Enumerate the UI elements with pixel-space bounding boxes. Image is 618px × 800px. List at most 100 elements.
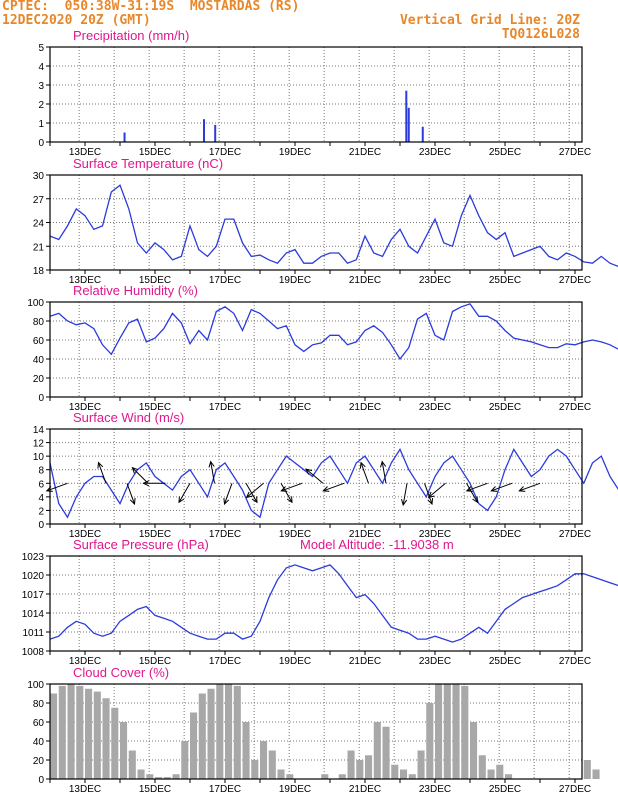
x-tick-label: 19DEC	[279, 147, 311, 158]
y-tick-label: 80	[33, 317, 45, 328]
x-tick-label: 27DEC	[559, 147, 591, 158]
wind-vector	[281, 482, 303, 492]
y-tick-label: 40	[33, 355, 45, 366]
x-tick-label: 23DEC	[419, 656, 451, 667]
y-tick-label: 1	[38, 119, 44, 130]
y-tick-label: 5	[38, 43, 44, 54]
wind-vector	[246, 482, 264, 498]
y-tick-label: 20	[33, 756, 45, 767]
wind-vector	[424, 483, 433, 505]
x-tick-label: 25DEC	[489, 275, 521, 286]
panel-title: Precipitation (mm/h)	[73, 28, 189, 43]
x-tick-label: 17DEC	[209, 402, 241, 413]
wind-vector	[132, 467, 149, 484]
wind-arrowhead	[359, 461, 366, 469]
precip-bar	[407, 107, 410, 142]
x-tick-label: 17DEC	[209, 529, 241, 540]
cloud-bar	[338, 774, 346, 779]
wind-arrowhead	[223, 497, 230, 506]
panel-title: Relative Humidity (%)	[73, 283, 198, 298]
panel-frame	[49, 555, 583, 652]
wind-vector	[178, 483, 191, 503]
wind-vector	[466, 482, 488, 492]
x-tick-label: 23DEC	[419, 275, 451, 286]
y-tick-label: 18	[33, 266, 45, 277]
cloud-bar	[417, 750, 425, 779]
y-tick-label: 60	[33, 336, 45, 347]
y-tick-label: 30	[33, 171, 45, 182]
x-tick-label: 27DEC	[559, 402, 591, 413]
x-tick-label: 21DEC	[349, 784, 381, 795]
cloud-bar	[102, 698, 110, 779]
x-tick-label: 15DEC	[139, 275, 171, 286]
panel-title: Surface Pressure (hPa)	[73, 537, 209, 552]
y-tick-label: 0	[38, 393, 44, 404]
x-tick-label: 13DEC	[69, 402, 101, 413]
y-tick-label: 1014	[22, 609, 45, 620]
cloud-bar	[478, 755, 486, 779]
panel-frame	[49, 428, 583, 525]
wind-arrowhead	[305, 468, 313, 475]
x-tick-label: 27DEC	[559, 784, 591, 795]
cloud-bar	[277, 769, 285, 779]
x-tick-label: 23DEC	[419, 147, 451, 158]
wind-vector	[210, 461, 215, 484]
panel-frame	[49, 46, 583, 143]
y-tick-label: 0	[38, 520, 44, 531]
precip-bar	[123, 132, 126, 142]
cloud-bar	[592, 769, 600, 779]
wind-vector	[402, 483, 408, 506]
cloud-bar	[583, 760, 591, 779]
precip-bar	[203, 119, 205, 142]
x-tick-label: 17DEC	[209, 656, 241, 667]
wind-vector	[126, 483, 135, 505]
x-tick-label: 21DEC	[349, 402, 381, 413]
cloud-bar	[443, 684, 451, 779]
wind-arrowhead	[178, 496, 185, 504]
y-tick-label: 14	[33, 425, 45, 436]
x-tick-label: 15DEC	[139, 529, 171, 540]
x-tick-label: 19DEC	[279, 529, 311, 540]
cloud-bar	[356, 760, 364, 779]
series-line	[49, 564, 618, 643]
wind-vector	[428, 482, 446, 498]
cloud-bar	[373, 722, 381, 779]
x-tick-label: 23DEC	[419, 529, 451, 540]
y-tick-label: 8	[38, 466, 44, 477]
cloud-bar	[496, 764, 504, 779]
wind-arrowhead	[380, 460, 387, 468]
wind-vector	[466, 483, 478, 503]
y-tick-label: 4	[38, 62, 44, 73]
x-tick-label: 15DEC	[139, 784, 171, 795]
y-tick-label: 20	[33, 374, 45, 385]
wind-vector	[519, 482, 541, 492]
cloud-bar	[233, 685, 241, 779]
y-tick-label: 0	[38, 138, 44, 149]
precip-bar	[405, 90, 408, 142]
wind-vector	[98, 462, 107, 484]
y-tick-label: 2	[38, 100, 44, 111]
cloud-bar	[58, 685, 66, 779]
x-tick-label: 25DEC	[489, 656, 521, 667]
cloud-bar	[408, 774, 416, 779]
panel-frame	[49, 683, 583, 780]
y-tick-label: 40	[33, 737, 45, 748]
cloud-bar	[347, 750, 355, 779]
cloud-bar	[146, 774, 154, 779]
x-tick-label: 19DEC	[279, 784, 311, 795]
x-tick-label: 27DEC	[559, 529, 591, 540]
y-tick-label: 27	[33, 195, 45, 206]
y-tick-label: 6	[38, 479, 44, 490]
y-tick-label: 1011	[22, 628, 44, 639]
cloud-bar	[190, 712, 198, 779]
wind-arrowhead	[97, 461, 104, 469]
wind-arrowhead	[142, 480, 150, 487]
y-tick-label: 2	[38, 506, 44, 517]
cloud-bar	[85, 688, 93, 779]
x-tick-label: 19DEC	[279, 402, 311, 413]
panel-annotation: Model Altitude: -11.9038 m	[300, 537, 454, 552]
cloud-bar	[76, 685, 84, 779]
cloud-bar	[155, 777, 163, 779]
wind-arrowhead	[465, 486, 473, 492]
panel-frame	[49, 174, 583, 271]
